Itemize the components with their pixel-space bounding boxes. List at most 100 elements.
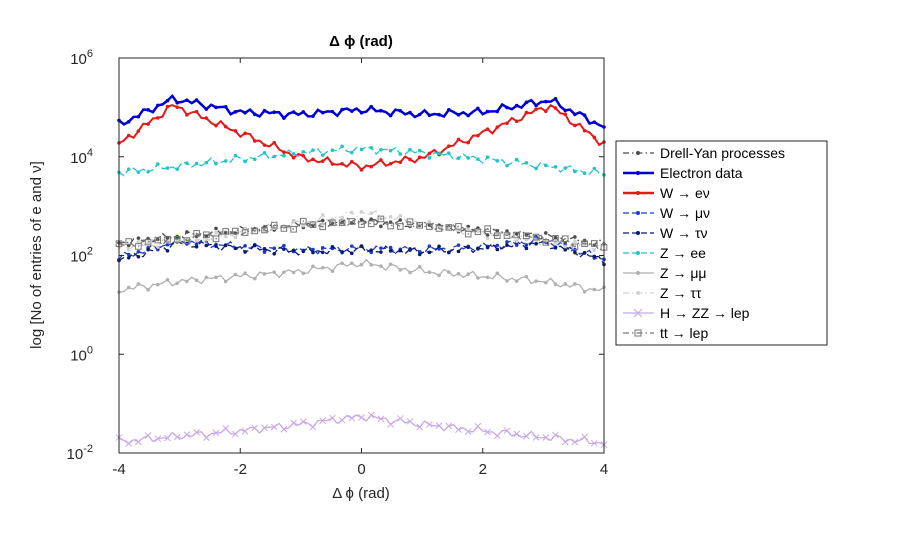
series-point <box>416 423 424 431</box>
series-point <box>388 262 393 267</box>
y-axis-label: log [No of entries of e and ν] <box>28 161 45 349</box>
y-tick-base: 10 <box>67 446 84 463</box>
series-point <box>387 222 394 230</box>
series-point <box>417 155 422 160</box>
series-point <box>369 104 374 109</box>
series-point <box>427 270 432 274</box>
series-point <box>350 210 354 215</box>
legend-label: Z → μμ <box>660 265 706 281</box>
series-point <box>194 244 199 249</box>
series-point <box>164 235 171 243</box>
series-point <box>359 244 364 249</box>
series-point <box>301 110 306 114</box>
series-point <box>144 238 152 246</box>
series-point <box>291 155 296 160</box>
series-point <box>204 160 209 165</box>
series-point <box>485 155 490 159</box>
series-point <box>553 97 558 101</box>
series-point <box>214 244 218 248</box>
series-point <box>437 244 441 249</box>
series-point <box>582 113 587 118</box>
series-point <box>340 107 344 112</box>
series-point <box>330 245 335 249</box>
series-point <box>311 148 315 152</box>
series-point <box>282 116 286 120</box>
series-point <box>447 250 451 255</box>
series-point <box>456 271 461 276</box>
series-point <box>301 223 306 228</box>
series-point <box>126 120 131 124</box>
series-point <box>340 261 344 266</box>
series-point <box>359 210 364 214</box>
y-tick-exponent: 2 <box>87 246 93 258</box>
series-point <box>553 235 558 240</box>
legend-label: W → eν <box>660 185 710 201</box>
series-point <box>261 424 268 432</box>
x-tick-label: -2 <box>234 461 247 478</box>
series-point <box>194 278 199 283</box>
series-point <box>573 250 577 255</box>
series-point <box>513 231 521 239</box>
series-point <box>398 160 403 165</box>
series-point <box>388 215 393 219</box>
series-point <box>272 154 277 159</box>
series-point <box>369 164 374 169</box>
series-point <box>165 277 170 282</box>
series-point <box>340 161 344 166</box>
legend-label: W → μν <box>660 205 710 221</box>
series-point <box>476 229 480 233</box>
series-point <box>253 276 257 281</box>
legend-label: tt → lep <box>660 325 708 341</box>
series-point <box>243 131 247 136</box>
series-point <box>330 217 335 222</box>
x-tick-label: 0 <box>357 461 365 478</box>
legend-item: W → μν <box>623 205 710 221</box>
series-point <box>193 230 200 237</box>
series-point <box>417 112 422 117</box>
series-point <box>466 113 471 118</box>
series-point <box>435 422 443 429</box>
series-point <box>320 246 325 250</box>
series-point <box>524 161 529 165</box>
series-point <box>523 232 530 240</box>
legend-item: tt → lep <box>623 325 708 341</box>
series-point <box>408 270 412 275</box>
series-point <box>135 243 142 250</box>
series-point <box>592 287 597 292</box>
legend-marker <box>634 329 642 337</box>
series-point <box>272 110 277 115</box>
series-point <box>214 123 218 128</box>
series-point <box>408 110 412 115</box>
series-point <box>156 103 160 108</box>
series-point <box>466 140 471 145</box>
series-point <box>476 276 480 280</box>
x-axis-ticks: -4 -2 0 2 4 <box>112 58 608 478</box>
y-tick-exponent: 0 <box>87 344 93 356</box>
series-point <box>136 236 141 240</box>
y-tick-base: 10 <box>70 51 87 68</box>
series-point <box>126 133 131 138</box>
series-point <box>126 285 131 290</box>
series-point <box>204 275 209 280</box>
series-point <box>125 440 133 447</box>
legend-label: Drell-Yan processes <box>660 145 785 161</box>
legend-item: Electron data <box>623 165 743 181</box>
series-point <box>136 249 141 254</box>
series-point <box>156 245 160 249</box>
series-point <box>367 220 375 228</box>
series-point <box>301 271 306 276</box>
series-point <box>485 245 490 250</box>
series-point <box>494 232 501 240</box>
series-point <box>476 106 480 111</box>
series-point <box>427 113 432 118</box>
series-point <box>270 221 278 229</box>
series-point <box>320 265 325 270</box>
legend: Drell-Yan processes Electron data W → eν W … <box>615 140 828 346</box>
legend-item: W → eν <box>623 185 710 201</box>
series-point <box>398 152 403 156</box>
series-point <box>485 233 490 237</box>
series-point <box>194 109 199 114</box>
series-point <box>534 103 538 108</box>
series-point <box>563 108 567 113</box>
series-point <box>329 219 336 227</box>
